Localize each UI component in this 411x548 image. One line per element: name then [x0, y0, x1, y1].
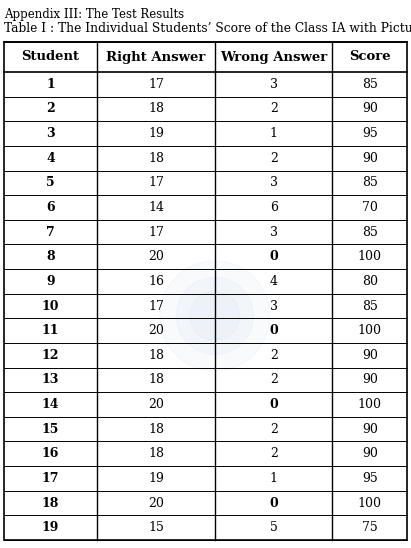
Text: 1: 1: [270, 472, 278, 485]
Text: 85: 85: [362, 300, 378, 312]
Text: 18: 18: [42, 496, 59, 510]
Text: 3: 3: [270, 300, 278, 312]
Text: 20: 20: [148, 496, 164, 510]
Text: Right Answer: Right Answer: [106, 50, 206, 64]
Text: 15: 15: [148, 521, 164, 534]
Text: 85: 85: [362, 176, 378, 190]
Text: 4: 4: [270, 275, 278, 288]
Text: 85: 85: [362, 78, 378, 91]
Text: 19: 19: [148, 472, 164, 485]
Text: 75: 75: [362, 521, 378, 534]
Text: Appendix III: The Test Results: Appendix III: The Test Results: [4, 8, 184, 21]
Text: 90: 90: [362, 373, 378, 386]
Text: 16: 16: [148, 275, 164, 288]
Circle shape: [190, 291, 240, 341]
Text: 17: 17: [148, 176, 164, 190]
Text: 3: 3: [270, 78, 278, 91]
Text: 5: 5: [270, 521, 277, 534]
Text: 8: 8: [46, 250, 55, 263]
Text: 12: 12: [42, 349, 59, 362]
Text: 2: 2: [270, 152, 277, 165]
Text: 18: 18: [148, 349, 164, 362]
Circle shape: [176, 277, 253, 355]
Text: 2: 2: [270, 423, 277, 436]
Text: 18: 18: [148, 447, 164, 460]
Text: 0: 0: [269, 324, 278, 337]
Text: 2: 2: [270, 447, 277, 460]
Text: 2: 2: [270, 373, 277, 386]
Text: 2: 2: [270, 349, 277, 362]
Text: 90: 90: [362, 447, 378, 460]
Text: 20: 20: [148, 324, 164, 337]
Text: 17: 17: [148, 300, 164, 312]
Text: 5: 5: [46, 176, 55, 190]
Text: 4: 4: [46, 152, 55, 165]
Text: 1: 1: [46, 78, 55, 91]
Text: Wrong Answer: Wrong Answer: [220, 50, 327, 64]
Text: 17: 17: [148, 78, 164, 91]
Text: 90: 90: [362, 349, 378, 362]
Text: 100: 100: [358, 398, 382, 411]
Text: 70: 70: [362, 201, 378, 214]
Text: 17: 17: [42, 472, 59, 485]
Text: 95: 95: [362, 472, 378, 485]
Text: 100: 100: [358, 496, 382, 510]
Text: 19: 19: [148, 127, 164, 140]
Text: 16: 16: [42, 447, 59, 460]
Text: 90: 90: [362, 102, 378, 116]
Text: 19: 19: [42, 521, 59, 534]
Circle shape: [160, 261, 270, 371]
Text: 2: 2: [46, 102, 55, 116]
Text: 17: 17: [148, 226, 164, 238]
Text: 100: 100: [358, 250, 382, 263]
Text: 0: 0: [269, 398, 278, 411]
Text: 18: 18: [148, 102, 164, 116]
Text: 9: 9: [46, 275, 55, 288]
Text: 1: 1: [270, 127, 278, 140]
Text: Table I : The Individual Students’ Score of the Class IA with Pictures Test.: Table I : The Individual Students’ Score…: [4, 22, 411, 35]
Text: 14: 14: [148, 201, 164, 214]
Text: 18: 18: [148, 373, 164, 386]
Text: Student: Student: [21, 50, 80, 64]
Text: 85: 85: [362, 226, 378, 238]
Text: 10: 10: [42, 300, 59, 312]
Text: 15: 15: [42, 423, 59, 436]
Text: Score: Score: [349, 50, 390, 64]
Text: 13: 13: [42, 373, 59, 386]
Text: 18: 18: [148, 423, 164, 436]
Text: 100: 100: [358, 324, 382, 337]
Text: 0: 0: [269, 496, 278, 510]
Text: 90: 90: [362, 423, 378, 436]
Text: 11: 11: [42, 324, 59, 337]
Text: 2: 2: [270, 102, 277, 116]
Text: 20: 20: [148, 250, 164, 263]
Text: 18: 18: [148, 152, 164, 165]
Text: 3: 3: [46, 127, 55, 140]
Text: 0: 0: [269, 250, 278, 263]
Text: 3: 3: [270, 226, 278, 238]
Text: 7: 7: [46, 226, 55, 238]
Text: 6: 6: [270, 201, 278, 214]
Text: 3: 3: [270, 176, 278, 190]
Text: 95: 95: [362, 127, 378, 140]
Text: 80: 80: [362, 275, 378, 288]
Text: 14: 14: [42, 398, 59, 411]
Text: 90: 90: [362, 152, 378, 165]
Text: 6: 6: [46, 201, 55, 214]
Text: 20: 20: [148, 398, 164, 411]
